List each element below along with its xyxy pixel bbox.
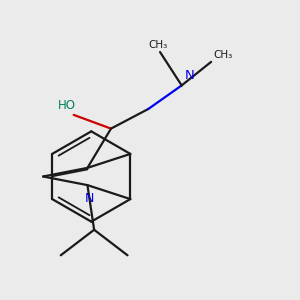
Text: HO: HO	[58, 99, 76, 112]
Text: CH₃: CH₃	[213, 50, 232, 59]
Text: N: N	[85, 192, 94, 205]
Text: CH₃: CH₃	[148, 40, 168, 50]
Text: N: N	[185, 68, 194, 82]
